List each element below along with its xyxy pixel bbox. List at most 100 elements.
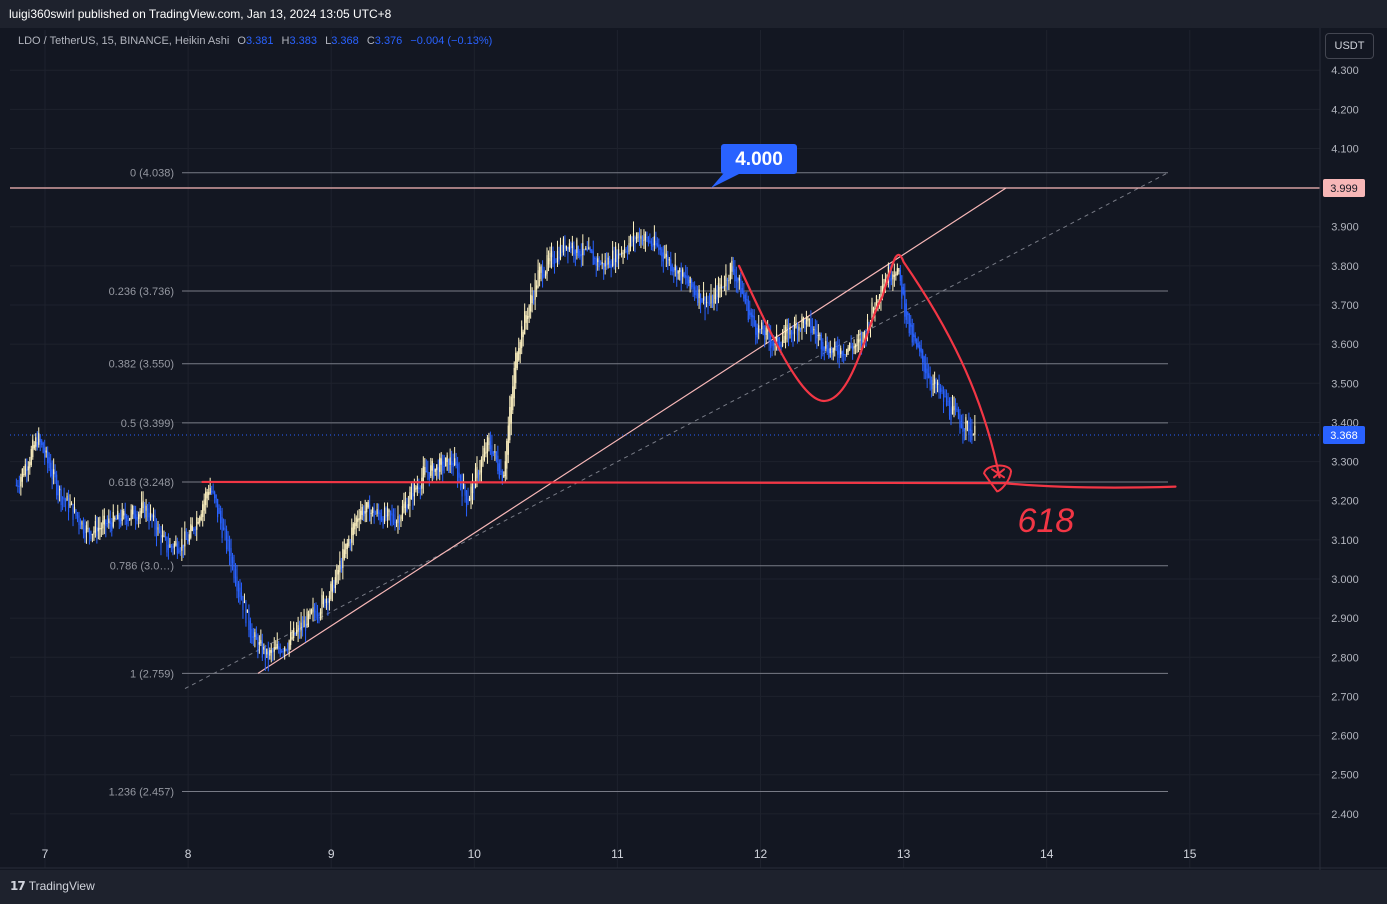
candle-body — [251, 629, 253, 644]
candle-body — [330, 583, 332, 600]
candle-body — [589, 248, 591, 251]
fib-618-drawn-line — [201, 480, 1177, 489]
candle-body — [883, 283, 885, 291]
candle-body — [294, 632, 296, 635]
candle-body — [451, 461, 453, 466]
candle-body — [340, 566, 342, 570]
candle-body — [626, 251, 629, 253]
candle-body — [594, 258, 596, 260]
candle-body — [749, 309, 751, 316]
fib-level-label: 1 (2.759) — [130, 668, 174, 680]
candle-body — [875, 295, 878, 310]
candle-body — [881, 285, 884, 297]
candle-body — [953, 405, 955, 411]
candle-body — [767, 330, 769, 332]
candle-body — [173, 543, 175, 548]
candle-body — [132, 505, 134, 515]
candle-body — [82, 523, 85, 534]
candle-body — [45, 450, 47, 453]
candle-body — [281, 651, 283, 653]
candle-body — [172, 546, 174, 550]
candle-body — [798, 326, 800, 331]
candle-body — [352, 523, 354, 536]
candle-body — [243, 601, 246, 604]
candle-body — [63, 497, 65, 501]
candle-body — [518, 348, 520, 361]
candle-body — [744, 294, 746, 304]
candle-body — [805, 318, 808, 325]
x-tick-label: 14 — [1040, 847, 1054, 861]
y-tick-label: 2.900 — [1331, 613, 1359, 625]
candle-body — [386, 508, 389, 517]
candle-body — [389, 511, 392, 516]
x-tick-label: 13 — [897, 847, 911, 861]
candle-body — [781, 340, 784, 346]
candle-body — [750, 312, 752, 318]
candle-body — [245, 602, 247, 624]
fib-level-label: 0 (4.038) — [130, 168, 174, 180]
candle-body — [793, 321, 796, 334]
candle-body — [278, 646, 280, 650]
candle-body — [103, 515, 105, 525]
x-tick-label: 7 — [42, 847, 49, 861]
candle-body — [246, 609, 249, 613]
candle-body — [319, 611, 322, 616]
currency-button[interactable]: USDT — [1325, 33, 1374, 59]
candle-body — [510, 396, 512, 424]
candle-body — [33, 445, 35, 449]
candle-body — [652, 243, 654, 247]
candle-body — [497, 455, 499, 472]
y-tick-label: 2.400 — [1331, 809, 1359, 821]
candle-body — [524, 311, 526, 335]
candle-body — [698, 289, 700, 299]
candle-body — [950, 408, 952, 421]
candle-body — [762, 325, 764, 335]
candle-body — [306, 611, 308, 628]
candle-body — [185, 538, 187, 540]
ascending-trendline — [257, 187, 1007, 674]
tradingview-logo[interactable]: 17 TradingView — [10, 879, 95, 893]
candle-body — [874, 308, 876, 311]
candle-body — [516, 352, 518, 368]
y-tick-label: 3.300 — [1331, 457, 1359, 469]
candle-body — [400, 516, 402, 522]
candle-body — [784, 327, 787, 340]
candle-body — [94, 521, 96, 533]
candle-body — [956, 408, 958, 411]
candle-body — [108, 518, 110, 523]
candle-body — [135, 514, 137, 520]
candle-body — [118, 514, 120, 522]
candle-body — [506, 440, 508, 469]
candle-body — [573, 245, 575, 255]
candle-body — [342, 548, 344, 569]
candle-body — [661, 248, 663, 257]
candle-body — [209, 487, 211, 494]
candle-body — [632, 233, 635, 242]
candle-body — [99, 527, 101, 530]
candle-body — [871, 302, 873, 325]
candle-body — [822, 342, 824, 351]
candle-body — [498, 463, 500, 478]
candle-body — [69, 504, 71, 506]
candle-body — [357, 518, 359, 522]
candle-body — [336, 566, 338, 583]
candle-body — [680, 270, 682, 284]
candle-body — [895, 273, 897, 276]
candle-body — [328, 595, 331, 603]
candle-body — [682, 269, 684, 277]
candle-body — [534, 279, 536, 300]
candle-body — [795, 324, 797, 328]
candle-body — [929, 375, 931, 385]
candle-body — [154, 515, 156, 530]
candle-body — [714, 288, 717, 299]
candle-body — [310, 609, 313, 614]
candle-body — [231, 556, 234, 564]
candle-body — [804, 320, 806, 329]
candle-body — [550, 251, 553, 258]
open-label: O — [237, 35, 246, 47]
candle-body — [828, 348, 830, 358]
candle-body — [428, 472, 430, 480]
candle-body — [685, 274, 687, 278]
candle-body — [275, 647, 277, 650]
